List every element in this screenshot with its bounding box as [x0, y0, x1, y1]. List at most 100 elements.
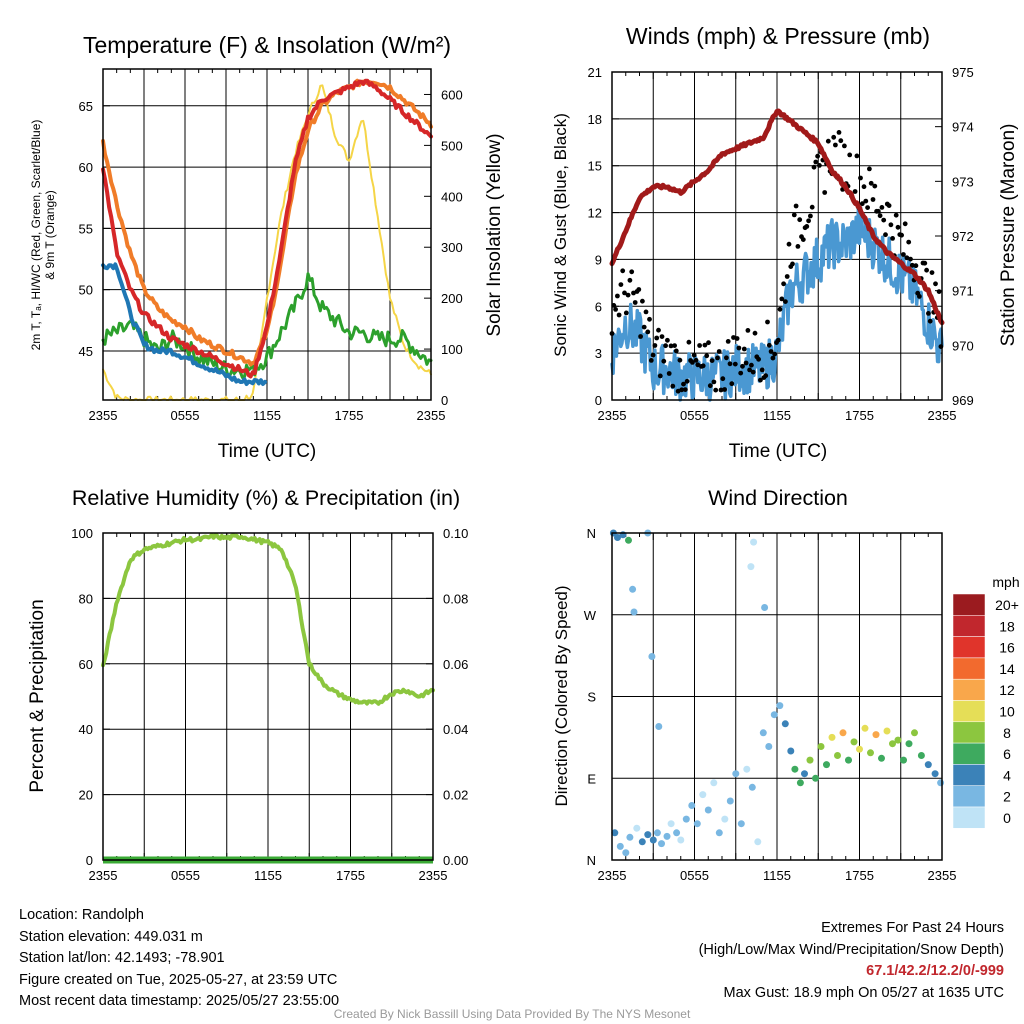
x-tick-label: 1155 [763, 408, 791, 423]
gust-point [813, 159, 819, 165]
x-tick-label: 2355 [89, 408, 118, 423]
gust-point [901, 252, 906, 257]
direction-point [682, 815, 690, 823]
y-tick-label: 6 [595, 299, 602, 314]
gust-point [722, 387, 727, 392]
direction-point [817, 743, 825, 750]
gust-point [743, 360, 749, 366]
gust-point [741, 346, 747, 352]
gust-point [715, 355, 720, 361]
y2-tick-label: 975 [952, 65, 974, 80]
colorbar-swatch [952, 785, 986, 808]
gust-point [784, 274, 790, 279]
colorbar-swatch [952, 657, 986, 680]
colorbar-title: mph [992, 574, 1019, 590]
gust-point [758, 377, 763, 383]
gust-point [616, 312, 622, 318]
latlon-label: Station lat/lon: 42.1493; -78.901 [19, 950, 225, 966]
gust-point [656, 327, 661, 333]
series-line-solar [102, 84, 432, 401]
y-tick-label: 9 [595, 252, 602, 267]
y2-axis-label: Station Pressure (Maroon) [998, 124, 1019, 347]
series-line-rh [101, 532, 435, 706]
gust-point [736, 345, 742, 351]
panel-title: Winds (mph) & Pressure (mb) [626, 23, 930, 49]
direction-point [801, 770, 808, 778]
y-tick-label: 21 [588, 65, 602, 80]
gust-point [691, 352, 697, 358]
gust-point [659, 334, 665, 339]
gust-point [772, 351, 778, 357]
direction-point [633, 824, 641, 832]
gust-point [690, 360, 695, 365]
direction-point [905, 740, 913, 748]
direction-point [883, 727, 891, 735]
gust-point [883, 232, 888, 238]
gust-point [783, 299, 788, 304]
gust-point [640, 298, 645, 304]
gust-point [695, 362, 701, 368]
gust-point [724, 355, 729, 361]
direction-point [765, 743, 773, 750]
gust-point [745, 328, 751, 333]
y2-tick-label: 974 [952, 120, 974, 135]
direction-point [630, 608, 638, 616]
direction-point [655, 723, 663, 730]
gust-point [670, 383, 676, 389]
gust-point [768, 349, 774, 354]
direction-point [861, 724, 869, 732]
y-axis-label: 2m T, Tₐ, HI/WC (Red, Green, Scarlet/Blu… [29, 120, 57, 351]
direction-point [743, 765, 751, 773]
gust-point [822, 190, 828, 195]
direction-point [781, 720, 789, 728]
gust-point [890, 236, 895, 241]
colorbar-swatch [952, 636, 986, 659]
y-tick-label: N [587, 526, 596, 541]
gust-point [620, 268, 626, 274]
colorbar-swatch [952, 678, 986, 701]
gust-point [815, 153, 820, 159]
gust-point [632, 300, 638, 305]
x-tick-label: 1755 [335, 408, 364, 423]
direction-point [872, 731, 880, 739]
gust-point [673, 348, 679, 354]
gust-point [681, 381, 686, 387]
x-tick-label: 0555 [680, 868, 709, 883]
direction-point [726, 797, 734, 805]
gust-point [734, 336, 740, 341]
gust-point [831, 134, 837, 140]
gust-point [740, 363, 745, 369]
gust-point [895, 224, 901, 230]
colorbar-label: 8 [1003, 725, 1011, 741]
extremes-subtitle: (High/Low/Max Wind/Precipitation/Snow De… [698, 941, 1004, 958]
gust-point [615, 293, 620, 299]
y2-tick-label: 0.02 [443, 788, 468, 803]
y2-tick-label: 400 [441, 189, 463, 204]
max-gust-label: Max Gust: 18.9 mph On 05/27 at 1635 UTC [723, 984, 1004, 1001]
plot-border [611, 532, 943, 861]
direction-point [867, 749, 874, 757]
direction-point [629, 585, 637, 593]
y-axis-label-line1: 2m T, Tₐ, HI/WC (Red, Green, Scarlet/Blu… [29, 120, 43, 351]
gust-point [906, 239, 912, 245]
gust-point [727, 361, 733, 367]
gust-point [859, 201, 865, 207]
y-tick-label: E [587, 771, 596, 786]
y-tick-label: 100 [71, 526, 93, 541]
panel-title: Relative Humidity (%) & Precipitation (i… [72, 486, 460, 510]
y2-tick-label: 0.00 [443, 853, 468, 868]
direction-point [638, 838, 646, 846]
colorbar-label: 10 [999, 704, 1015, 720]
x-tick-label: 1155 [253, 408, 281, 423]
gust-point [750, 369, 756, 375]
gust-point [861, 184, 867, 190]
gust-point [732, 361, 738, 367]
gust-point [700, 363, 706, 369]
y2-tick-label: 100 [441, 342, 463, 357]
gust-point [720, 376, 726, 382]
x-tick-label: 1155 [763, 868, 791, 883]
direction-point [732, 770, 740, 778]
gust-point [765, 319, 770, 325]
y-tick-label: 0 [595, 393, 602, 408]
direction-point [839, 729, 847, 737]
